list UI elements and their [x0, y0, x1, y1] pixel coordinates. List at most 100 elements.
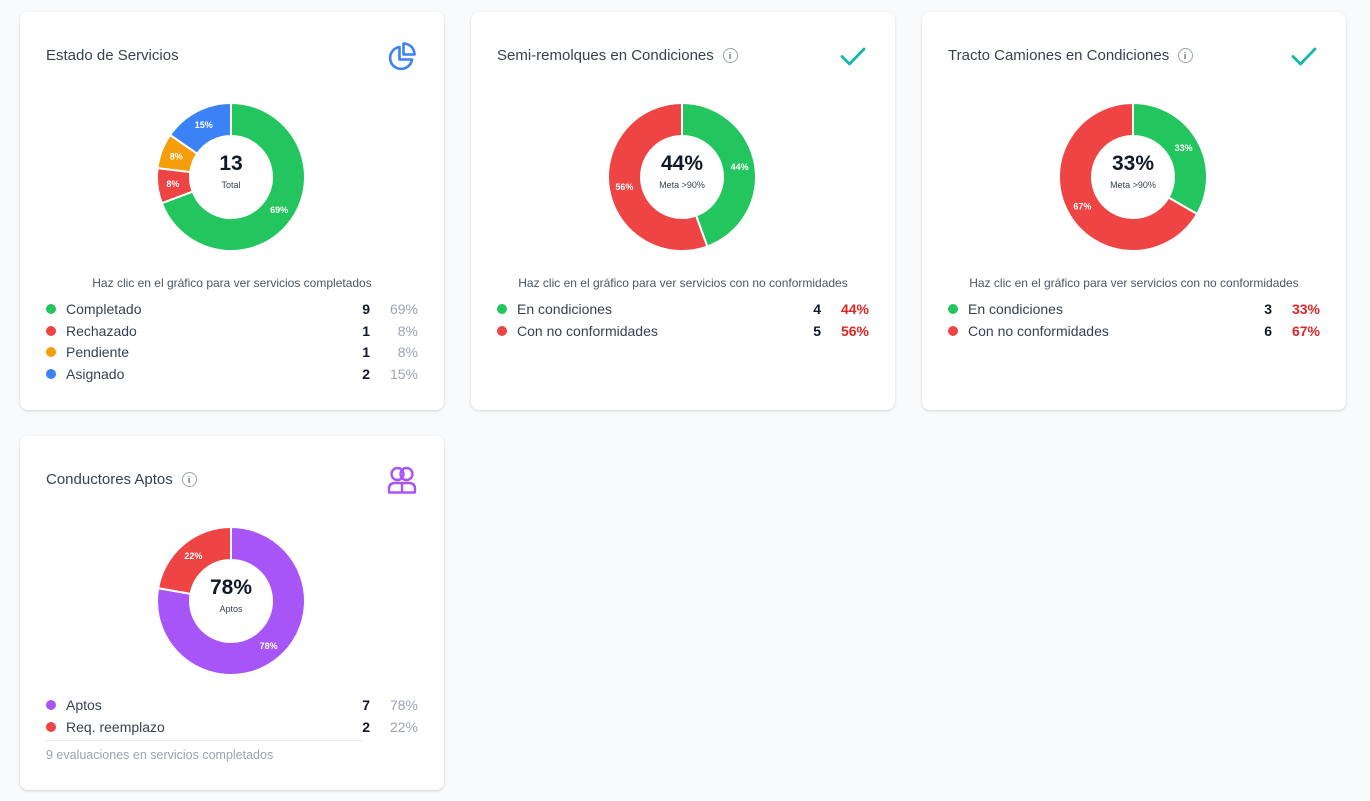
legend-dot — [46, 304, 56, 314]
legend-dot — [948, 325, 958, 336]
users-icon — [387, 466, 417, 494]
footnote: 9 evaluaciones en servicios completados — [46, 748, 274, 762]
legend-item-en-condiciones[interactable]: En condiciones 4 44% — [497, 300, 869, 322]
legend-item-no-conformidades[interactable]: Con no conformidades 6 67% — [948, 322, 1320, 344]
donut-slice-aptos[interactable] — [156, 525, 306, 676]
legend-count: 2 — [362, 718, 370, 735]
legend-count: 1 — [362, 344, 370, 361]
legend: En condiciones 4 44% Con no conformidades 5… — [497, 300, 869, 343]
slice-label: 67% — [1073, 201, 1091, 211]
slice-label: 15% — [195, 120, 213, 130]
tracto-camiones-card: Tracto Camiones en Condiciones 33% 67% 33… — [922, 12, 1346, 410]
semi-remolques-card: Semi-remolques en Condiciones 44% 56% 44%… — [471, 12, 895, 410]
legend-item-completado[interactable]: Completado 9 69% — [46, 300, 418, 322]
donut-slice-req-reemplazo[interactable] — [156, 525, 232, 596]
slice-label: 33% — [1175, 143, 1193, 153]
legend-count: 5 — [813, 322, 821, 339]
legend-count: 6 — [1264, 322, 1272, 339]
card-title: Tracto Camiones en Condiciones — [948, 47, 1194, 64]
legend-label: En condiciones — [517, 301, 612, 317]
divider — [46, 740, 362, 741]
legend-percent: 78% — [389, 697, 418, 713]
legend-percent: 8% — [397, 344, 418, 361]
legend-label: Con no conformidades — [968, 322, 1109, 339]
legend-count: 1 — [362, 322, 370, 339]
legend-count: 7 — [362, 697, 370, 713]
legend-dot — [948, 304, 958, 314]
legend-label: Pendiente — [66, 344, 130, 361]
legend-percent: 8% — [397, 322, 418, 339]
slice-label: 78% — [260, 641, 278, 651]
center-label: Meta >90% — [659, 180, 705, 190]
legend-count: 4 — [813, 301, 821, 317]
donut-chart[interactable]: 78% 22% 78% Aptos — [156, 525, 306, 676]
donut-chart[interactable]: 33% 67% 33% Meta >90% — [1058, 101, 1208, 252]
legend-item-pendiente[interactable]: Pendiente 1 8% — [46, 343, 418, 365]
legend-item-asignado[interactable]: Asignado 2 15% — [46, 365, 418, 387]
legend-label: Req. reemplazo — [66, 718, 165, 735]
estado-servicios-card: Estado de Servicios 69% 8% 8% 15% 13 Total … — [20, 12, 444, 410]
legend-count: 3 — [1264, 301, 1272, 317]
slice-label: 56% — [615, 182, 633, 192]
legend-item-aptos[interactable]: Aptos 7 78% — [46, 696, 418, 718]
legend-label: Con no conformidades — [517, 322, 658, 339]
legend-label: En condiciones — [968, 301, 1063, 317]
donut-slice-asignado[interactable] — [168, 101, 232, 156]
legend-dot — [46, 721, 56, 732]
legend-label: Aptos — [66, 697, 102, 713]
center-value: 33% — [1111, 152, 1155, 175]
legend-dot — [497, 325, 507, 336]
legend: En condiciones 3 33% Con no conformidades 6… — [948, 300, 1320, 343]
donut-slice-en-condiciones[interactable] — [681, 101, 757, 248]
center-label: Meta >90% — [1110, 180, 1156, 190]
info-icon[interactable] — [181, 472, 197, 487]
legend-percent: 69% — [389, 301, 418, 317]
legend-item-rechazado[interactable]: Rechazado 1 8% — [46, 322, 418, 344]
legend-dot — [46, 369, 56, 380]
card-title: Estado de Servicios — [46, 47, 179, 64]
legend-item-no-conformidades[interactable]: Con no conformidades 5 56% — [497, 322, 869, 344]
donut-slice-con-no-conformidades[interactable] — [1058, 101, 1199, 252]
legend-percent: 33% — [1291, 301, 1320, 317]
donut-chart[interactable]: 69% 8% 8% 15% 13 Total — [156, 101, 306, 252]
slice-label: 44% — [731, 162, 749, 172]
center-value: 78% — [209, 576, 253, 599]
slice-label: 69% — [270, 205, 288, 215]
legend-percent: 44% — [840, 301, 869, 317]
center-label: Total — [221, 180, 241, 190]
donut-slice-con-no-conformidades[interactable] — [607, 101, 709, 252]
pie-chart-icon — [388, 42, 416, 71]
slice-label: 8% — [170, 151, 183, 161]
legend-dot — [46, 347, 56, 358]
donut-chart[interactable]: 44% 56% 44% Meta >90% — [607, 101, 757, 252]
center-value: 13 — [219, 152, 243, 175]
slice-label: 22% — [184, 551, 202, 561]
conductores-aptos-card: Conductores Aptos 78% 22% 78% Aptos Aptos… — [20, 436, 444, 790]
legend-percent: 56% — [840, 322, 869, 339]
legend-percent: 15% — [389, 366, 418, 383]
check-icon — [1291, 47, 1317, 66]
donut-slice-en-condiciones[interactable] — [1132, 101, 1208, 216]
chart-hint: Haz clic en el gráfico para ver servicio… — [92, 276, 372, 290]
legend-percent: 22% — [389, 718, 418, 735]
center-value: 44% — [660, 152, 704, 175]
chart-hint: Haz clic en el gráfico para ver servicio… — [969, 276, 1299, 290]
info-icon[interactable] — [722, 48, 738, 63]
chart-hint: Haz clic en el gráfico para ver servicio… — [518, 276, 848, 290]
check-icon — [840, 47, 866, 66]
legend-label: Rechazado — [66, 322, 137, 339]
slice-label: 8% — [166, 179, 179, 189]
info-icon[interactable] — [1178, 48, 1194, 63]
legend-label: Completado — [66, 301, 142, 317]
legend-dot — [497, 304, 507, 314]
legend-dot — [46, 325, 56, 336]
legend: Completado 9 69% Rechazado 1 8% Pendiente 1 8%… — [46, 300, 418, 387]
legend: Aptos 7 78% Req. reemplazo 2 22% — [46, 696, 418, 739]
card-title: Conductores Aptos — [46, 471, 197, 488]
legend-item-en-condiciones[interactable]: En condiciones 3 33% — [948, 300, 1320, 322]
card-title: Semi-remolques en Condiciones — [497, 47, 738, 64]
center-label: Aptos — [219, 604, 243, 614]
legend-item-req-reemplazo[interactable]: Req. reemplazo 2 22% — [46, 718, 418, 740]
donut-slice-completado[interactable] — [160, 101, 306, 252]
legend-label: Asignado — [66, 366, 125, 383]
